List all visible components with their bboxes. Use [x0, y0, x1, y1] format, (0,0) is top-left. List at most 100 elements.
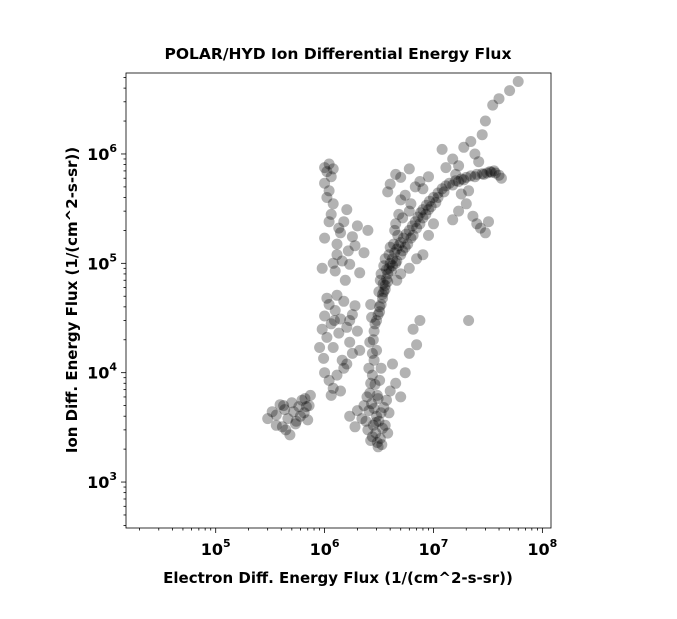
data-point	[463, 185, 475, 197]
tick-exponent: 4	[109, 361, 117, 374]
data-point	[476, 168, 488, 180]
data-point	[417, 183, 429, 195]
data-point	[372, 441, 384, 453]
data-point	[321, 331, 333, 343]
data-point	[440, 162, 452, 174]
data-point	[428, 192, 439, 203]
data-point	[365, 377, 377, 389]
data-point	[392, 229, 404, 241]
data-point	[318, 352, 330, 364]
data-point	[415, 207, 426, 219]
y-tick-label: 106	[87, 142, 117, 164]
data-point	[405, 232, 417, 244]
data-point	[430, 197, 442, 208]
data-point	[367, 334, 379, 346]
x-axis-label: Electron Diff. Energy Flux (1/(cm^2-s-sr…	[163, 569, 513, 587]
data-point	[493, 169, 505, 181]
data-point	[450, 175, 462, 187]
data-point	[398, 232, 409, 244]
data-point	[395, 237, 407, 248]
data-point	[338, 216, 350, 228]
data-point	[487, 99, 499, 111]
data-point	[447, 153, 459, 165]
data-point	[390, 257, 402, 269]
data-point	[279, 404, 291, 416]
data-point	[319, 367, 331, 379]
data-point	[399, 189, 411, 201]
x-tick-label: 108	[527, 537, 557, 559]
data-point	[411, 339, 423, 351]
data-point	[316, 262, 328, 274]
data-point	[395, 249, 407, 261]
data-point	[378, 286, 390, 298]
data-point	[377, 288, 388, 300]
data-point	[338, 295, 350, 307]
data-point	[366, 431, 378, 443]
data-point	[294, 410, 306, 422]
data-point	[331, 369, 343, 381]
data-point	[293, 401, 305, 413]
data-point	[371, 437, 383, 448]
data-point	[384, 257, 396, 269]
data-point	[379, 253, 391, 265]
data-point	[455, 173, 467, 185]
data-point	[463, 315, 475, 326]
data-point	[377, 278, 389, 290]
data-point	[453, 205, 465, 217]
data-point	[377, 422, 388, 434]
data-point	[460, 171, 472, 183]
data-point	[391, 243, 403, 255]
data-point	[381, 273, 392, 285]
data-point	[420, 199, 432, 211]
data-point	[411, 253, 423, 265]
data-point	[475, 222, 486, 234]
data-point	[381, 394, 392, 406]
data-point	[447, 179, 459, 191]
data-point	[379, 283, 391, 295]
data-point	[374, 274, 386, 286]
data-point	[469, 171, 481, 183]
x-axis-ticks: 105 106 107 108	[139, 528, 557, 559]
data-point	[366, 398, 378, 410]
data-point	[342, 245, 354, 257]
data-point	[303, 400, 315, 412]
data-point	[335, 313, 346, 325]
data-point	[323, 216, 335, 228]
data-point	[364, 387, 376, 399]
data-point	[460, 198, 472, 210]
data-point	[365, 299, 377, 310]
data-point	[366, 347, 378, 359]
data-point	[358, 247, 370, 259]
data-point	[453, 176, 465, 187]
data-point	[323, 299, 335, 310]
data-point	[372, 393, 384, 405]
x-tick-label: 105	[201, 537, 231, 559]
data-point	[390, 377, 402, 389]
data-point	[402, 238, 414, 250]
data-point	[465, 170, 477, 182]
data-point	[351, 325, 363, 337]
data-point	[484, 166, 496, 178]
data-point	[302, 414, 314, 426]
data-point	[455, 188, 467, 200]
data-point	[469, 148, 481, 160]
data-point	[300, 401, 312, 413]
data-point	[349, 240, 361, 252]
data-point	[298, 407, 310, 419]
data-point	[383, 262, 395, 274]
data-point	[366, 369, 378, 381]
chart-title: POLAR/HYD Ion Differential Energy Flux	[165, 45, 512, 63]
data-point	[344, 336, 356, 348]
data-point	[383, 407, 395, 419]
data-point	[367, 419, 379, 431]
data-point	[447, 214, 459, 226]
y-tick-label: 104	[87, 361, 117, 383]
data-point	[336, 354, 348, 366]
data-point	[327, 382, 339, 394]
data-point	[397, 245, 409, 257]
data-point	[384, 241, 396, 253]
data-point	[371, 389, 383, 401]
tick-exponent: 8	[550, 537, 558, 550]
data-point	[304, 389, 316, 401]
data-point	[385, 265, 397, 277]
